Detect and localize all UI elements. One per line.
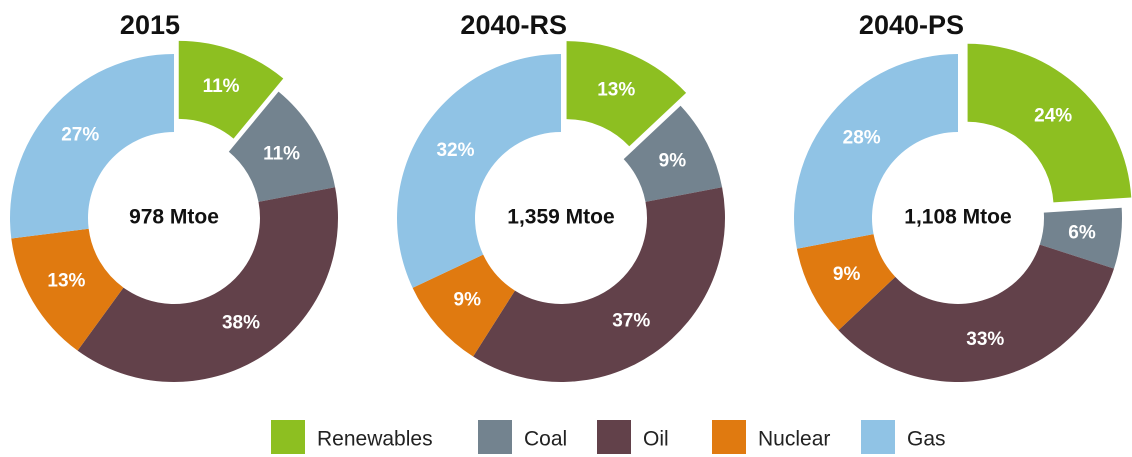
data-label: 13% (597, 79, 635, 100)
donut-segment (228, 91, 336, 202)
center-label: 978 Mtoe (129, 206, 219, 229)
legend-swatch (478, 420, 512, 454)
donut-segment (473, 187, 725, 382)
center-label: 1,359 Mtoe (507, 206, 614, 229)
chart-title: 2040-PS (859, 10, 964, 40)
donut-segment (838, 244, 1114, 382)
donut-segment (794, 54, 958, 249)
legend-swatch (271, 420, 305, 454)
legend-swatch (861, 420, 895, 454)
data-label: 38% (222, 313, 260, 334)
donut-segment (967, 43, 1132, 203)
data-label: 6% (1068, 223, 1096, 244)
data-label: 13% (47, 271, 85, 292)
donut-segment (11, 228, 124, 351)
donut-segment (178, 40, 284, 139)
legend-label: Renewables (317, 428, 433, 451)
donut-segment (623, 105, 723, 202)
data-label: 9% (659, 150, 687, 171)
center-label: 1,108 Mtoe (904, 206, 1011, 229)
legend-label: Gas (907, 428, 946, 451)
data-label: 27% (61, 124, 99, 145)
data-label: 37% (612, 310, 650, 331)
chart-title: 2040-RS (460, 10, 567, 40)
data-label: 9% (833, 264, 861, 285)
donut-segment (412, 254, 515, 357)
data-label: 9% (454, 290, 482, 311)
donut-segment (1039, 207, 1122, 269)
data-label: 32% (436, 140, 474, 161)
chart-title: 2015 (120, 10, 180, 40)
data-label: 33% (966, 329, 1004, 350)
donut-segment (397, 54, 561, 288)
donut-segment (796, 234, 896, 331)
legend-label: Oil (643, 428, 669, 451)
data-label: 24% (1034, 106, 1072, 127)
data-label: 11% (263, 143, 300, 164)
data-label: 11% (203, 76, 240, 97)
legend-label: Nuclear (758, 428, 830, 451)
legend-swatch (597, 420, 631, 454)
donut-segment (9, 54, 174, 239)
data-label: 28% (843, 127, 881, 148)
donut-segment (566, 41, 687, 147)
legend-label: Coal (524, 428, 567, 451)
legend-swatch (712, 420, 746, 454)
donut-segment (77, 187, 339, 383)
